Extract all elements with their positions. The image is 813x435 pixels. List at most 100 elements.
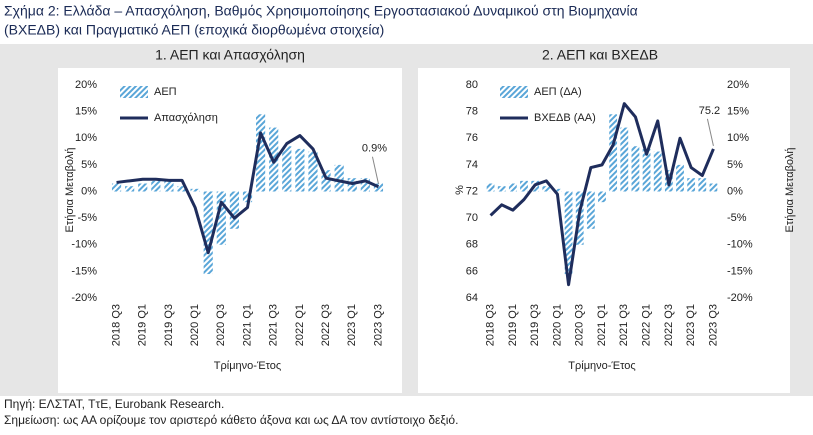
x-tick-label: 2022 Q3 (320, 304, 332, 346)
x-tick-label: 2021 Q1 (596, 304, 608, 346)
y-tick-label: -10% (71, 239, 97, 251)
panel-2 (418, 68, 790, 393)
x-tick-label: 2020 Q1 (189, 304, 201, 346)
bar (653, 151, 662, 192)
source: Πηγή: ΕΛΣΤΑΤ, ΤτΕ, Eurobank Research. (4, 397, 224, 411)
bar (620, 127, 629, 192)
legend-label: ΒΧΕΔΒ (ΑΑ) (534, 112, 596, 124)
bar (242, 191, 253, 203)
bar (642, 148, 651, 192)
x-tick-label: 2020 Q1 (551, 304, 563, 346)
y-tick-label: -20% (71, 292, 97, 304)
legend-label: ΑΕΠ (ΔΑ) (534, 86, 582, 98)
bar (177, 186, 187, 192)
y-axis-label: Ετήσια Μεταβολή (64, 148, 76, 233)
y-tick-label: 70 (466, 212, 478, 224)
bar (373, 183, 384, 192)
y2-tick-label: 5% (727, 159, 743, 171)
bar (334, 164, 344, 192)
bar (709, 183, 718, 192)
bar (497, 186, 506, 192)
bar (151, 180, 161, 192)
x-tick-label: 2018 Q3 (484, 304, 496, 346)
y-tick-label: 20% (75, 79, 97, 91)
x-tick-label: 2022 Q3 (663, 304, 675, 346)
bar (125, 186, 135, 192)
y-tick-label: 5% (81, 159, 97, 171)
data-label: 0.9% (362, 143, 387, 155)
bar (542, 186, 551, 192)
y2-axis-label: Ετήσια Μεταβολή (784, 148, 796, 233)
y-tick-label: 68 (466, 239, 478, 251)
x-tick-label: 2023 Q3 (707, 304, 719, 346)
y-axis-label: % (454, 185, 466, 195)
bar (164, 180, 174, 192)
figure-title: (ΒΧΕΔΒ) και Πραγματικό ΑΕΠ (εποχικά διορ… (4, 22, 384, 38)
panel-1 (58, 68, 402, 393)
x-tick-label: 2023 Q3 (372, 304, 384, 346)
bar (486, 183, 495, 192)
bar (308, 151, 318, 192)
bar (520, 180, 528, 192)
y2-tick-label: -15% (727, 265, 753, 277)
y2-tick-label: -10% (727, 239, 753, 251)
x-tick-label: 2019 Q3 (163, 304, 175, 346)
y-tick-label: 74 (466, 159, 478, 171)
y2-tick-label: 0% (727, 185, 743, 197)
x-tick-label: 2022 Q1 (294, 304, 306, 346)
bar (229, 191, 239, 229)
y-tick-label: 76 (466, 132, 478, 144)
bar (111, 183, 122, 192)
y-tick-label: -15% (71, 265, 97, 277)
y-tick-label: 10% (75, 132, 97, 144)
label-leader (371, 156, 379, 184)
x-axis-label: Τρίμηνο-Έτος (214, 360, 281, 372)
x-tick-label: 2023 Q1 (685, 304, 697, 346)
y-tick-label: 64 (466, 292, 478, 304)
y-tick-label: -5% (77, 212, 97, 224)
bar (553, 188, 562, 192)
y-tick-label: 0% (81, 185, 97, 197)
chart-title: 2. ΑΕΠ και ΒΧΕΔΒ (542, 47, 658, 63)
legend-label: Απασχόληση (154, 112, 218, 124)
x-tick-label: 2019 Q1 (507, 304, 519, 346)
y2-tick-label: -20% (727, 292, 753, 304)
y-tick-label: 80 (466, 79, 478, 91)
x-tick-label: 2019 Q1 (137, 304, 149, 346)
y2-tick-label: 15% (727, 106, 749, 118)
x-tick-label: 2022 Q1 (640, 304, 652, 346)
line (489, 102, 715, 287)
bar (676, 164, 684, 192)
bar (586, 191, 595, 229)
bar (321, 170, 331, 192)
bar (256, 114, 266, 192)
note: Σημείωση: ως ΑΑ ορίζουμε τον αριστερό κά… (4, 413, 458, 427)
y-tick-label: 72 (466, 185, 478, 197)
x-tick-label: 2018 Q3 (110, 304, 122, 346)
x-tick-label: 2021 Q1 (241, 304, 253, 346)
figure-title: Σχήμα 2: Ελλάδα – Απασχόληση, Βαθμός Χρη… (4, 3, 638, 19)
bar (360, 178, 370, 192)
y2-tick-label: 20% (727, 79, 749, 91)
bar (190, 188, 200, 192)
bar (216, 191, 226, 245)
x-tick-label: 2023 Q1 (346, 304, 358, 346)
x-tick-label: 2019 Q3 (529, 304, 541, 346)
y2-tick-label: -5% (727, 212, 747, 224)
x-tick-label: 2020 Q3 (574, 304, 586, 346)
bar (203, 191, 213, 275)
x-tick-label: 2021 Q3 (618, 304, 630, 346)
bar (282, 146, 292, 192)
bar (687, 178, 696, 192)
label-leader (706, 118, 714, 147)
legend-label: ΑΕΠ (154, 86, 177, 98)
legend-swatch (120, 86, 148, 98)
data-label: 75.2 (699, 105, 720, 117)
y-tick-label: 78 (466, 106, 478, 118)
line (116, 131, 380, 255)
x-tick-label: 2021 Q3 (268, 304, 280, 346)
legend-swatch (500, 86, 528, 98)
y-tick-label: 66 (466, 265, 478, 277)
y-tick-label: 15% (75, 106, 97, 118)
